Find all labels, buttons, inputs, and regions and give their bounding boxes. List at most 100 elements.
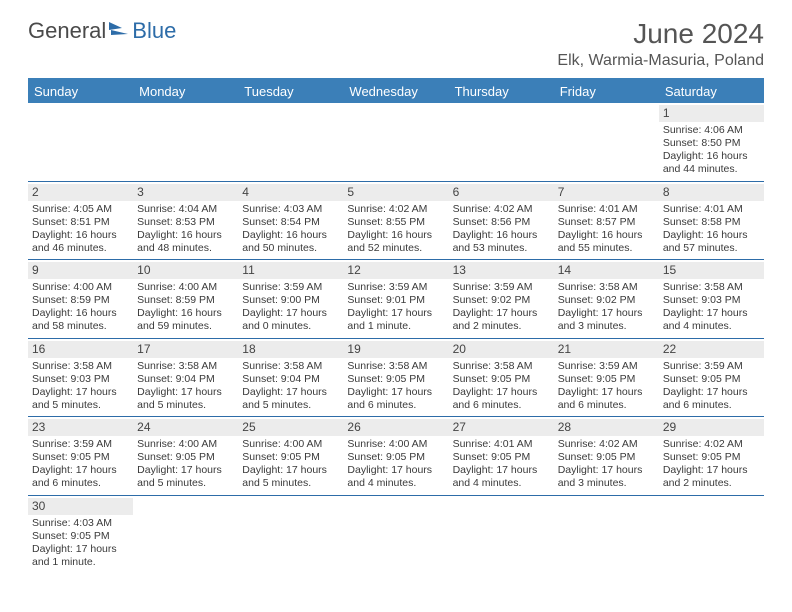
empty-cell — [133, 103, 238, 181]
day-cell: 21Sunrise: 3:59 AMSunset: 9:05 PMDayligh… — [554, 339, 659, 417]
daylight-text: and 1 minute. — [347, 320, 444, 333]
day-number: 25 — [238, 419, 343, 436]
sunset-text: Sunset: 8:59 PM — [32, 294, 129, 307]
empty-cell — [659, 496, 764, 574]
daylight-text: Daylight: 17 hours — [32, 464, 129, 477]
day-number: 5 — [343, 184, 448, 201]
day-cell: 9Sunrise: 4:00 AMSunset: 8:59 PMDaylight… — [28, 260, 133, 338]
empty-cell — [133, 496, 238, 574]
weekday-label: Monday — [133, 80, 238, 103]
daylight-text: Daylight: 17 hours — [453, 386, 550, 399]
logo: General Blue — [28, 18, 176, 44]
location: Elk, Warmia-Masuria, Poland — [557, 52, 764, 70]
day-cell: 23Sunrise: 3:59 AMSunset: 9:05 PMDayligh… — [28, 417, 133, 495]
sunrise-text: Sunrise: 4:01 AM — [453, 438, 550, 451]
day-cell: 20Sunrise: 3:58 AMSunset: 9:05 PMDayligh… — [449, 339, 554, 417]
daylight-text: and 50 minutes. — [242, 242, 339, 255]
day-number: 21 — [554, 341, 659, 358]
day-cell: 6Sunrise: 4:02 AMSunset: 8:56 PMDaylight… — [449, 182, 554, 260]
daylight-text: Daylight: 16 hours — [558, 229, 655, 242]
day-cell: 3Sunrise: 4:04 AMSunset: 8:53 PMDaylight… — [133, 182, 238, 260]
empty-cell — [343, 496, 448, 574]
day-number: 23 — [28, 419, 133, 436]
logo-text-1: General — [28, 18, 106, 44]
day-number: 9 — [28, 262, 133, 279]
daylight-text: Daylight: 17 hours — [558, 464, 655, 477]
day-cell: 14Sunrise: 3:58 AMSunset: 9:02 PMDayligh… — [554, 260, 659, 338]
day-number: 10 — [133, 262, 238, 279]
day-number: 19 — [343, 341, 448, 358]
sunrise-text: Sunrise: 4:02 AM — [347, 203, 444, 216]
sunrise-text: Sunrise: 3:59 AM — [242, 281, 339, 294]
day-cell: 17Sunrise: 3:58 AMSunset: 9:04 PMDayligh… — [133, 339, 238, 417]
sunset-text: Sunset: 9:04 PM — [137, 373, 234, 386]
daylight-text: Daylight: 16 hours — [137, 229, 234, 242]
sunrise-text: Sunrise: 3:59 AM — [347, 281, 444, 294]
day-cell: 24Sunrise: 4:00 AMSunset: 9:05 PMDayligh… — [133, 417, 238, 495]
sunrise-text: Sunrise: 3:59 AM — [32, 438, 129, 451]
week-row: 9Sunrise: 4:00 AMSunset: 8:59 PMDaylight… — [28, 260, 764, 339]
day-number: 15 — [659, 262, 764, 279]
daylight-text: Daylight: 16 hours — [137, 307, 234, 320]
sunset-text: Sunset: 9:05 PM — [558, 373, 655, 386]
daylight-text: and 6 minutes. — [558, 399, 655, 412]
day-number: 2 — [28, 184, 133, 201]
sunset-text: Sunset: 8:51 PM — [32, 216, 129, 229]
daylight-text: and 1 minute. — [32, 556, 129, 569]
daylight-text: and 6 minutes. — [347, 399, 444, 412]
sunset-text: Sunset: 8:57 PM — [558, 216, 655, 229]
day-cell: 5Sunrise: 4:02 AMSunset: 8:55 PMDaylight… — [343, 182, 448, 260]
sunset-text: Sunset: 9:00 PM — [242, 294, 339, 307]
day-cell: 29Sunrise: 4:02 AMSunset: 9:05 PMDayligh… — [659, 417, 764, 495]
sunset-text: Sunset: 8:59 PM — [137, 294, 234, 307]
sunrise-text: Sunrise: 3:58 AM — [137, 360, 234, 373]
week-row: 1Sunrise: 4:06 AMSunset: 8:50 PMDaylight… — [28, 103, 764, 182]
day-number: 30 — [28, 498, 133, 515]
daylight-text: and 4 minutes. — [663, 320, 760, 333]
day-number: 12 — [343, 262, 448, 279]
daylight-text: and 44 minutes. — [663, 163, 760, 176]
day-cell: 10Sunrise: 4:00 AMSunset: 8:59 PMDayligh… — [133, 260, 238, 338]
day-number: 29 — [659, 419, 764, 436]
daylight-text: and 5 minutes. — [242, 399, 339, 412]
sunrise-text: Sunrise: 4:02 AM — [558, 438, 655, 451]
weekday-label: Tuesday — [238, 80, 343, 103]
daylight-text: Daylight: 17 hours — [663, 307, 760, 320]
daylight-text: Daylight: 17 hours — [32, 543, 129, 556]
calendar: Sunday Monday Tuesday Wednesday Thursday… — [28, 78, 764, 573]
daylight-text: Daylight: 17 hours — [242, 464, 339, 477]
empty-cell — [554, 103, 659, 181]
daylight-text: Daylight: 17 hours — [663, 386, 760, 399]
empty-cell — [449, 496, 554, 574]
daylight-text: Daylight: 17 hours — [558, 386, 655, 399]
sunrise-text: Sunrise: 4:00 AM — [242, 438, 339, 451]
daylight-text: Daylight: 16 hours — [347, 229, 444, 242]
daylight-text: Daylight: 17 hours — [347, 307, 444, 320]
daylight-text: and 58 minutes. — [32, 320, 129, 333]
sunset-text: Sunset: 9:05 PM — [137, 451, 234, 464]
daylight-text: and 6 minutes. — [663, 399, 760, 412]
daylight-text: and 53 minutes. — [453, 242, 550, 255]
sunset-text: Sunset: 9:05 PM — [453, 373, 550, 386]
sunrise-text: Sunrise: 4:02 AM — [663, 438, 760, 451]
day-number: 16 — [28, 341, 133, 358]
daylight-text: Daylight: 17 hours — [32, 386, 129, 399]
sunset-text: Sunset: 9:05 PM — [663, 373, 760, 386]
daylight-text: and 4 minutes. — [453, 477, 550, 490]
sunset-text: Sunset: 9:05 PM — [347, 373, 444, 386]
daylight-text: and 5 minutes. — [242, 477, 339, 490]
sunset-text: Sunset: 9:05 PM — [347, 451, 444, 464]
daylight-text: and 57 minutes. — [663, 242, 760, 255]
daylight-text: and 46 minutes. — [32, 242, 129, 255]
week-row: 23Sunrise: 3:59 AMSunset: 9:05 PMDayligh… — [28, 417, 764, 496]
daylight-text: and 48 minutes. — [137, 242, 234, 255]
empty-cell — [28, 103, 133, 181]
day-cell: 7Sunrise: 4:01 AMSunset: 8:57 PMDaylight… — [554, 182, 659, 260]
daylight-text: Daylight: 16 hours — [453, 229, 550, 242]
day-number: 11 — [238, 262, 343, 279]
daylight-text: and 3 minutes. — [558, 477, 655, 490]
daylight-text: and 2 minutes. — [663, 477, 760, 490]
daylight-text: Daylight: 17 hours — [242, 386, 339, 399]
sunset-text: Sunset: 9:05 PM — [558, 451, 655, 464]
daylight-text: Daylight: 17 hours — [347, 386, 444, 399]
